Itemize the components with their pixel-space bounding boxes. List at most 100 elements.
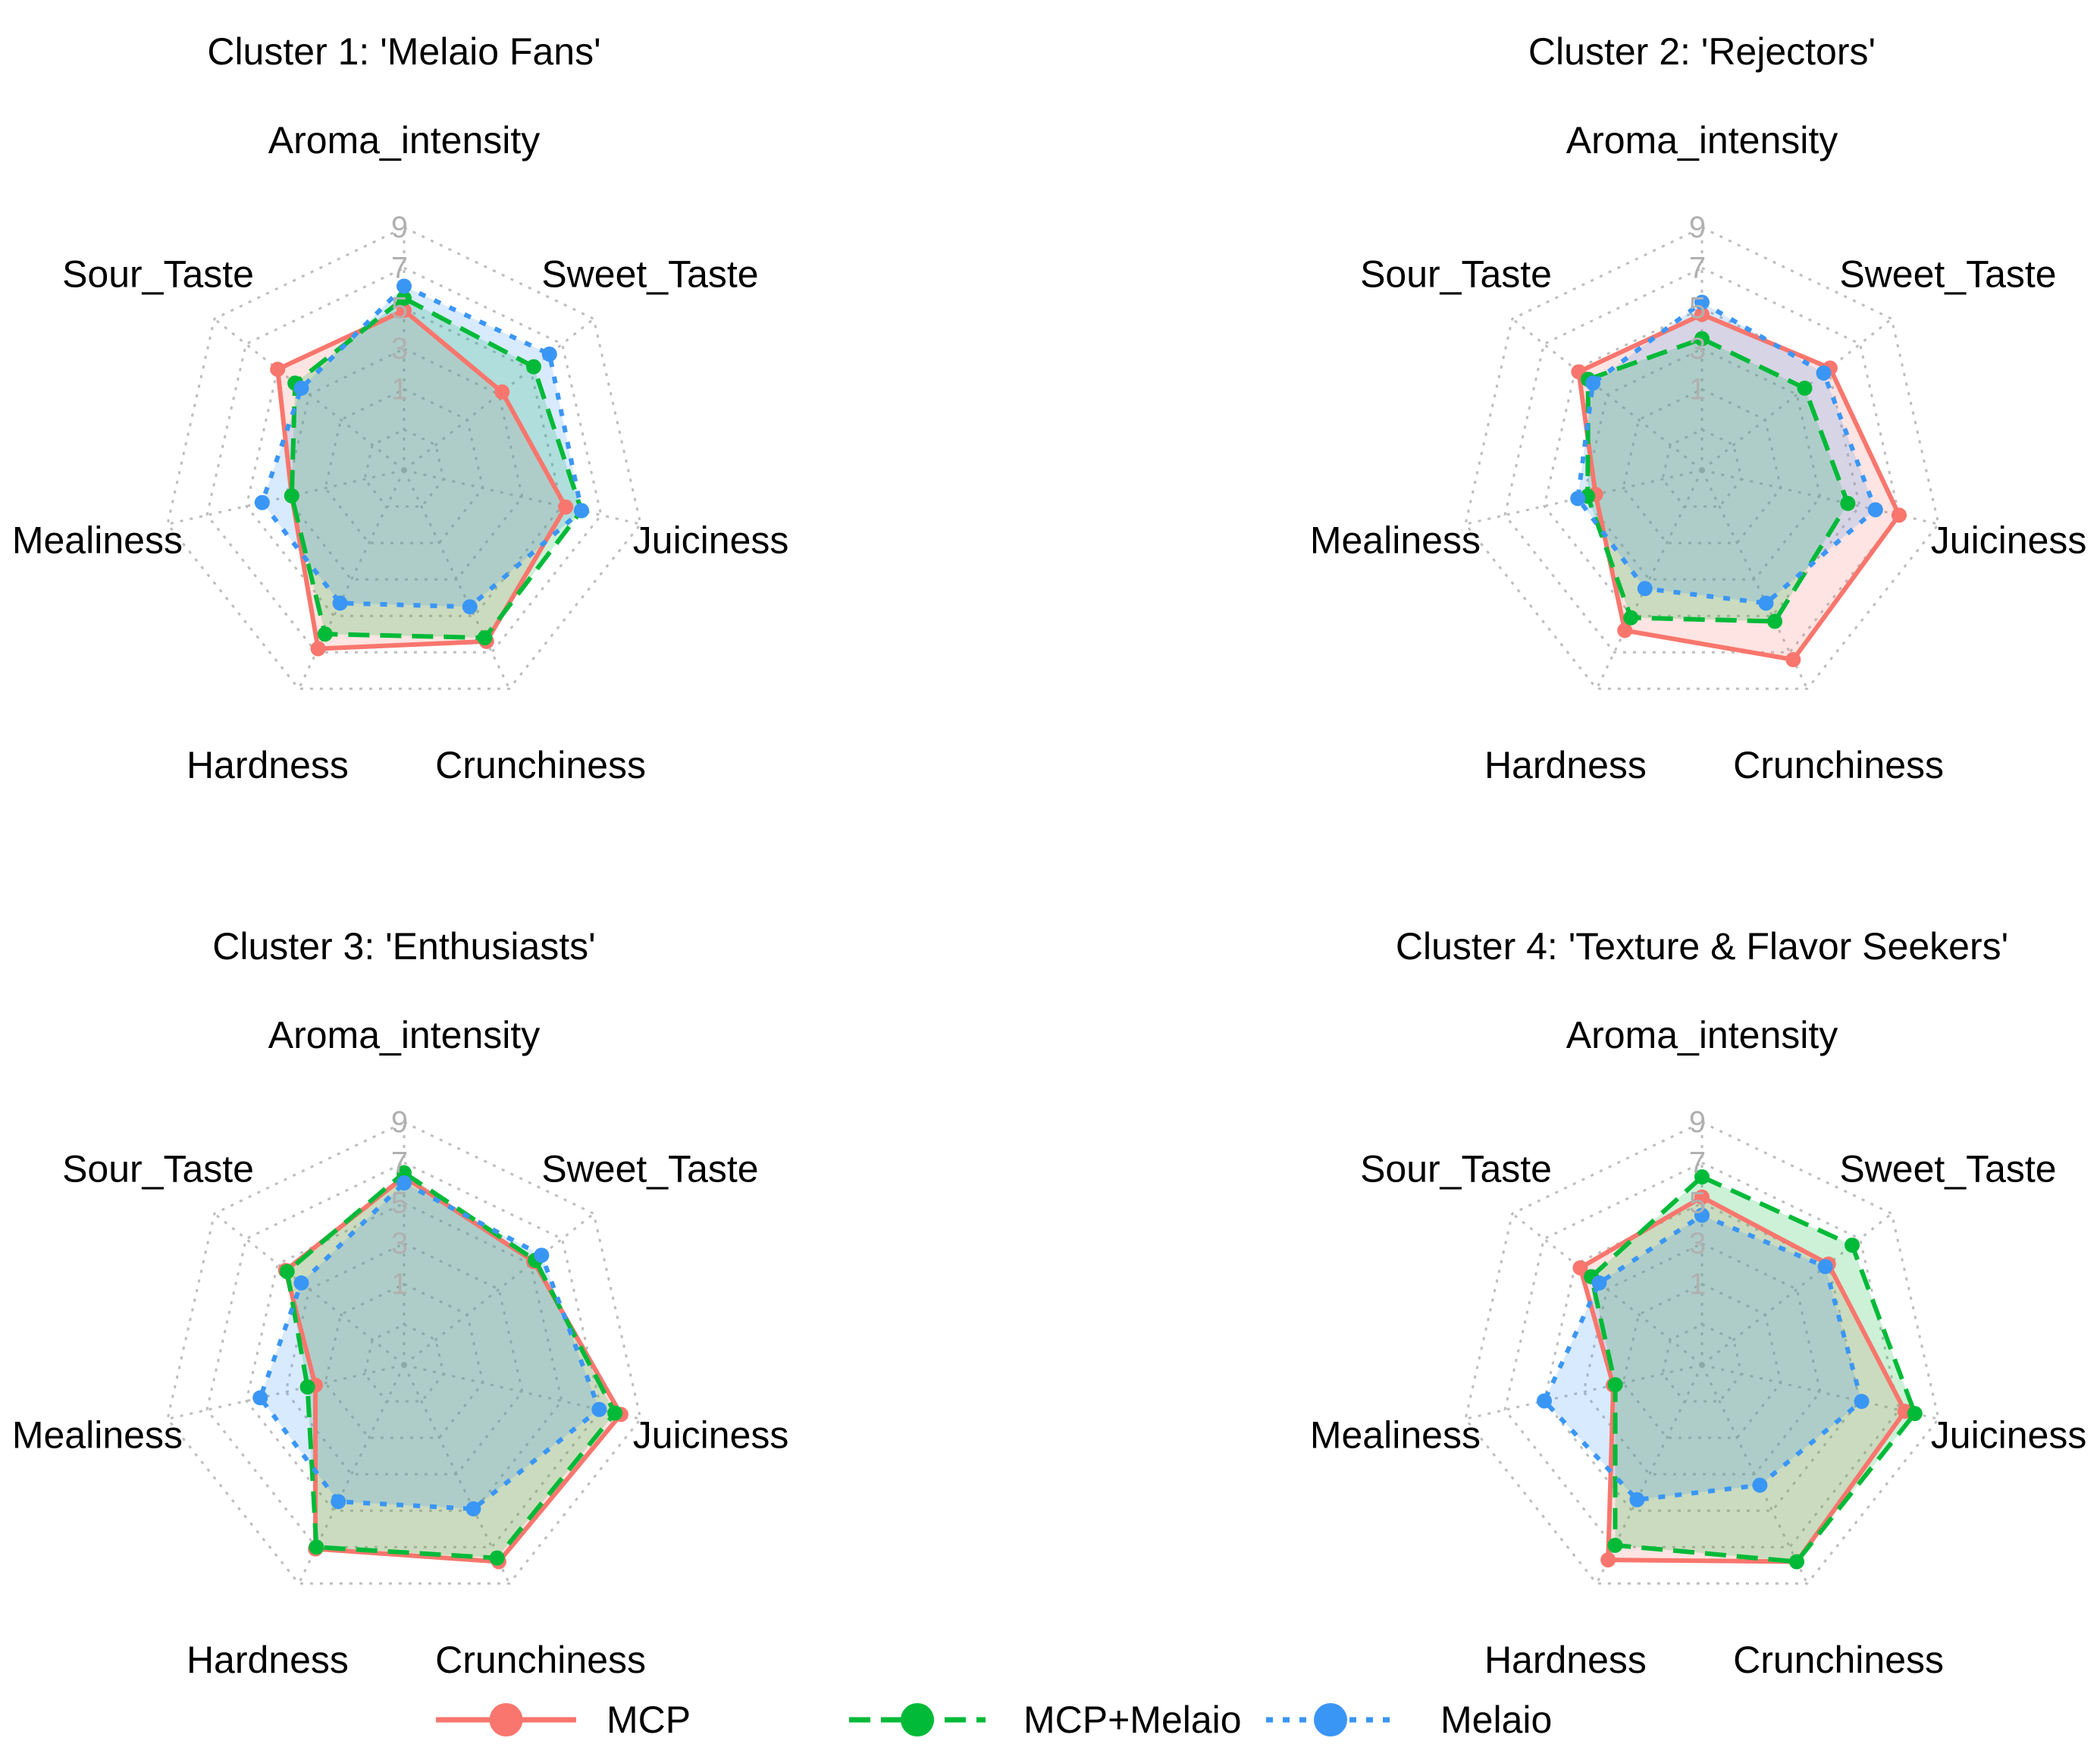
data-point [1591,1275,1607,1291]
series-area [1544,1215,1862,1500]
axis-label: Mealiness [1310,519,1481,561]
data-point [1623,610,1639,626]
data-point [293,1275,309,1291]
grid-ring [1582,1242,1822,1476]
tick-label: 7 [1689,1146,1706,1179]
data-point [317,626,333,642]
data-point [396,303,412,318]
grid-ring [205,266,603,654]
axis-label: Sweet_Taste [541,253,758,295]
tick-label: 3 [1689,1227,1706,1260]
data-point [462,599,478,615]
data-point [1840,495,1856,511]
grid-spoke [1701,1213,1893,1366]
legend-label: MCP+Melaio [1023,1699,1242,1741]
axis-label: Hardness [1484,744,1647,786]
data-point [541,347,557,362]
grid-ring [363,1323,445,1403]
grid-ring [1622,1282,1782,1439]
data-point [1817,1259,1833,1275]
grid-spoke [403,469,641,525]
series-line [1585,336,1851,624]
series-area [277,310,566,649]
data-point [1845,1238,1860,1253]
grid-spoke [297,1364,406,1584]
grid-spoke [1701,318,1893,472]
series-area [1580,1197,1905,1562]
radar-panel: Cluster 4: 'Texture & Flavor Seekers' 1 3 5… [1310,925,2087,1681]
data-point [1694,294,1710,310]
grid-spoke [1595,1364,1704,1584]
data-point [1867,502,1883,518]
data-point [1607,1377,1623,1393]
data-point [396,278,412,294]
grid-ring [1661,1323,1743,1403]
axis-label: Crunchiness [435,744,646,786]
grid-spoke [403,1363,641,1420]
data-point [396,290,412,306]
data-point [252,1390,268,1406]
data-point [270,361,286,377]
grid-ring [324,387,484,544]
axis-label: Hardness [1484,1639,1647,1681]
data-point [299,1379,315,1395]
axis-label: Mealiness [12,1413,183,1456]
data-point [1694,1169,1710,1184]
grid-ring [284,1242,524,1476]
axis-label: Aroma_intensity [1566,119,1838,162]
grid-ring [1543,307,1861,617]
data-point [1797,380,1813,396]
radar-panel: Cluster 1: 'Melaio Fans' 1 3 5 7 9 Aroma_inten… [12,30,789,786]
grid-spoke [403,1213,595,1366]
data-point [489,1550,505,1566]
data-point [1854,1394,1870,1410]
data-point [1891,507,1907,523]
grid-ring [1622,387,1782,544]
series-area [291,298,581,638]
legend-label: MCP [606,1699,691,1741]
grid-spoke [1595,469,1704,689]
series-area [1578,302,1876,604]
legend-label: Melaio [1440,1699,1552,1741]
series-area [262,286,581,607]
tick-label: 9 [391,1106,408,1139]
grid-ring [205,1161,603,1548]
legend: MCP MCP+Melaio Melaio [436,1699,1552,1741]
series-area [1588,338,1848,622]
tick-label: 5 [391,1187,408,1220]
grid-spoke [213,1213,405,1366]
tick-label: 7 [1689,251,1706,284]
data-point [1816,365,1832,381]
grid-spoke [403,469,511,689]
data-point [1752,1477,1768,1493]
grid-ring [284,347,524,581]
axis-label: Sweet_Taste [541,1147,758,1190]
grid-ring [1582,347,1822,581]
axis-label: Crunchiness [1733,744,1944,786]
tick-label: 9 [1689,1106,1706,1139]
legend-key-marker [901,1703,934,1736]
tick-label: 5 [391,292,408,325]
grid-spoke [1465,1363,1703,1420]
data-point [1570,491,1586,507]
data-point [1617,623,1633,638]
tick-label: 1 [391,372,408,406]
series-line [284,1170,618,1561]
data-point [254,494,270,510]
series-area [260,1183,600,1509]
data-point [525,359,541,375]
grid-spoke [403,1364,511,1584]
data-point [1694,331,1710,347]
axis-label: Hardness [186,1639,349,1681]
tick-label: 3 [391,332,408,365]
data-point [1758,595,1774,611]
axis-label: Juiciness [1931,1413,2087,1456]
axis-label: Juiciness [1931,519,2087,561]
data-point [1788,1554,1804,1570]
data-point [591,1401,607,1417]
data-point [1607,1537,1623,1553]
series-line [1576,312,1901,662]
data-point [1767,613,1783,629]
data-point [309,1539,324,1555]
panel-title: Cluster 3: 'Enthusiasts' [212,925,595,968]
